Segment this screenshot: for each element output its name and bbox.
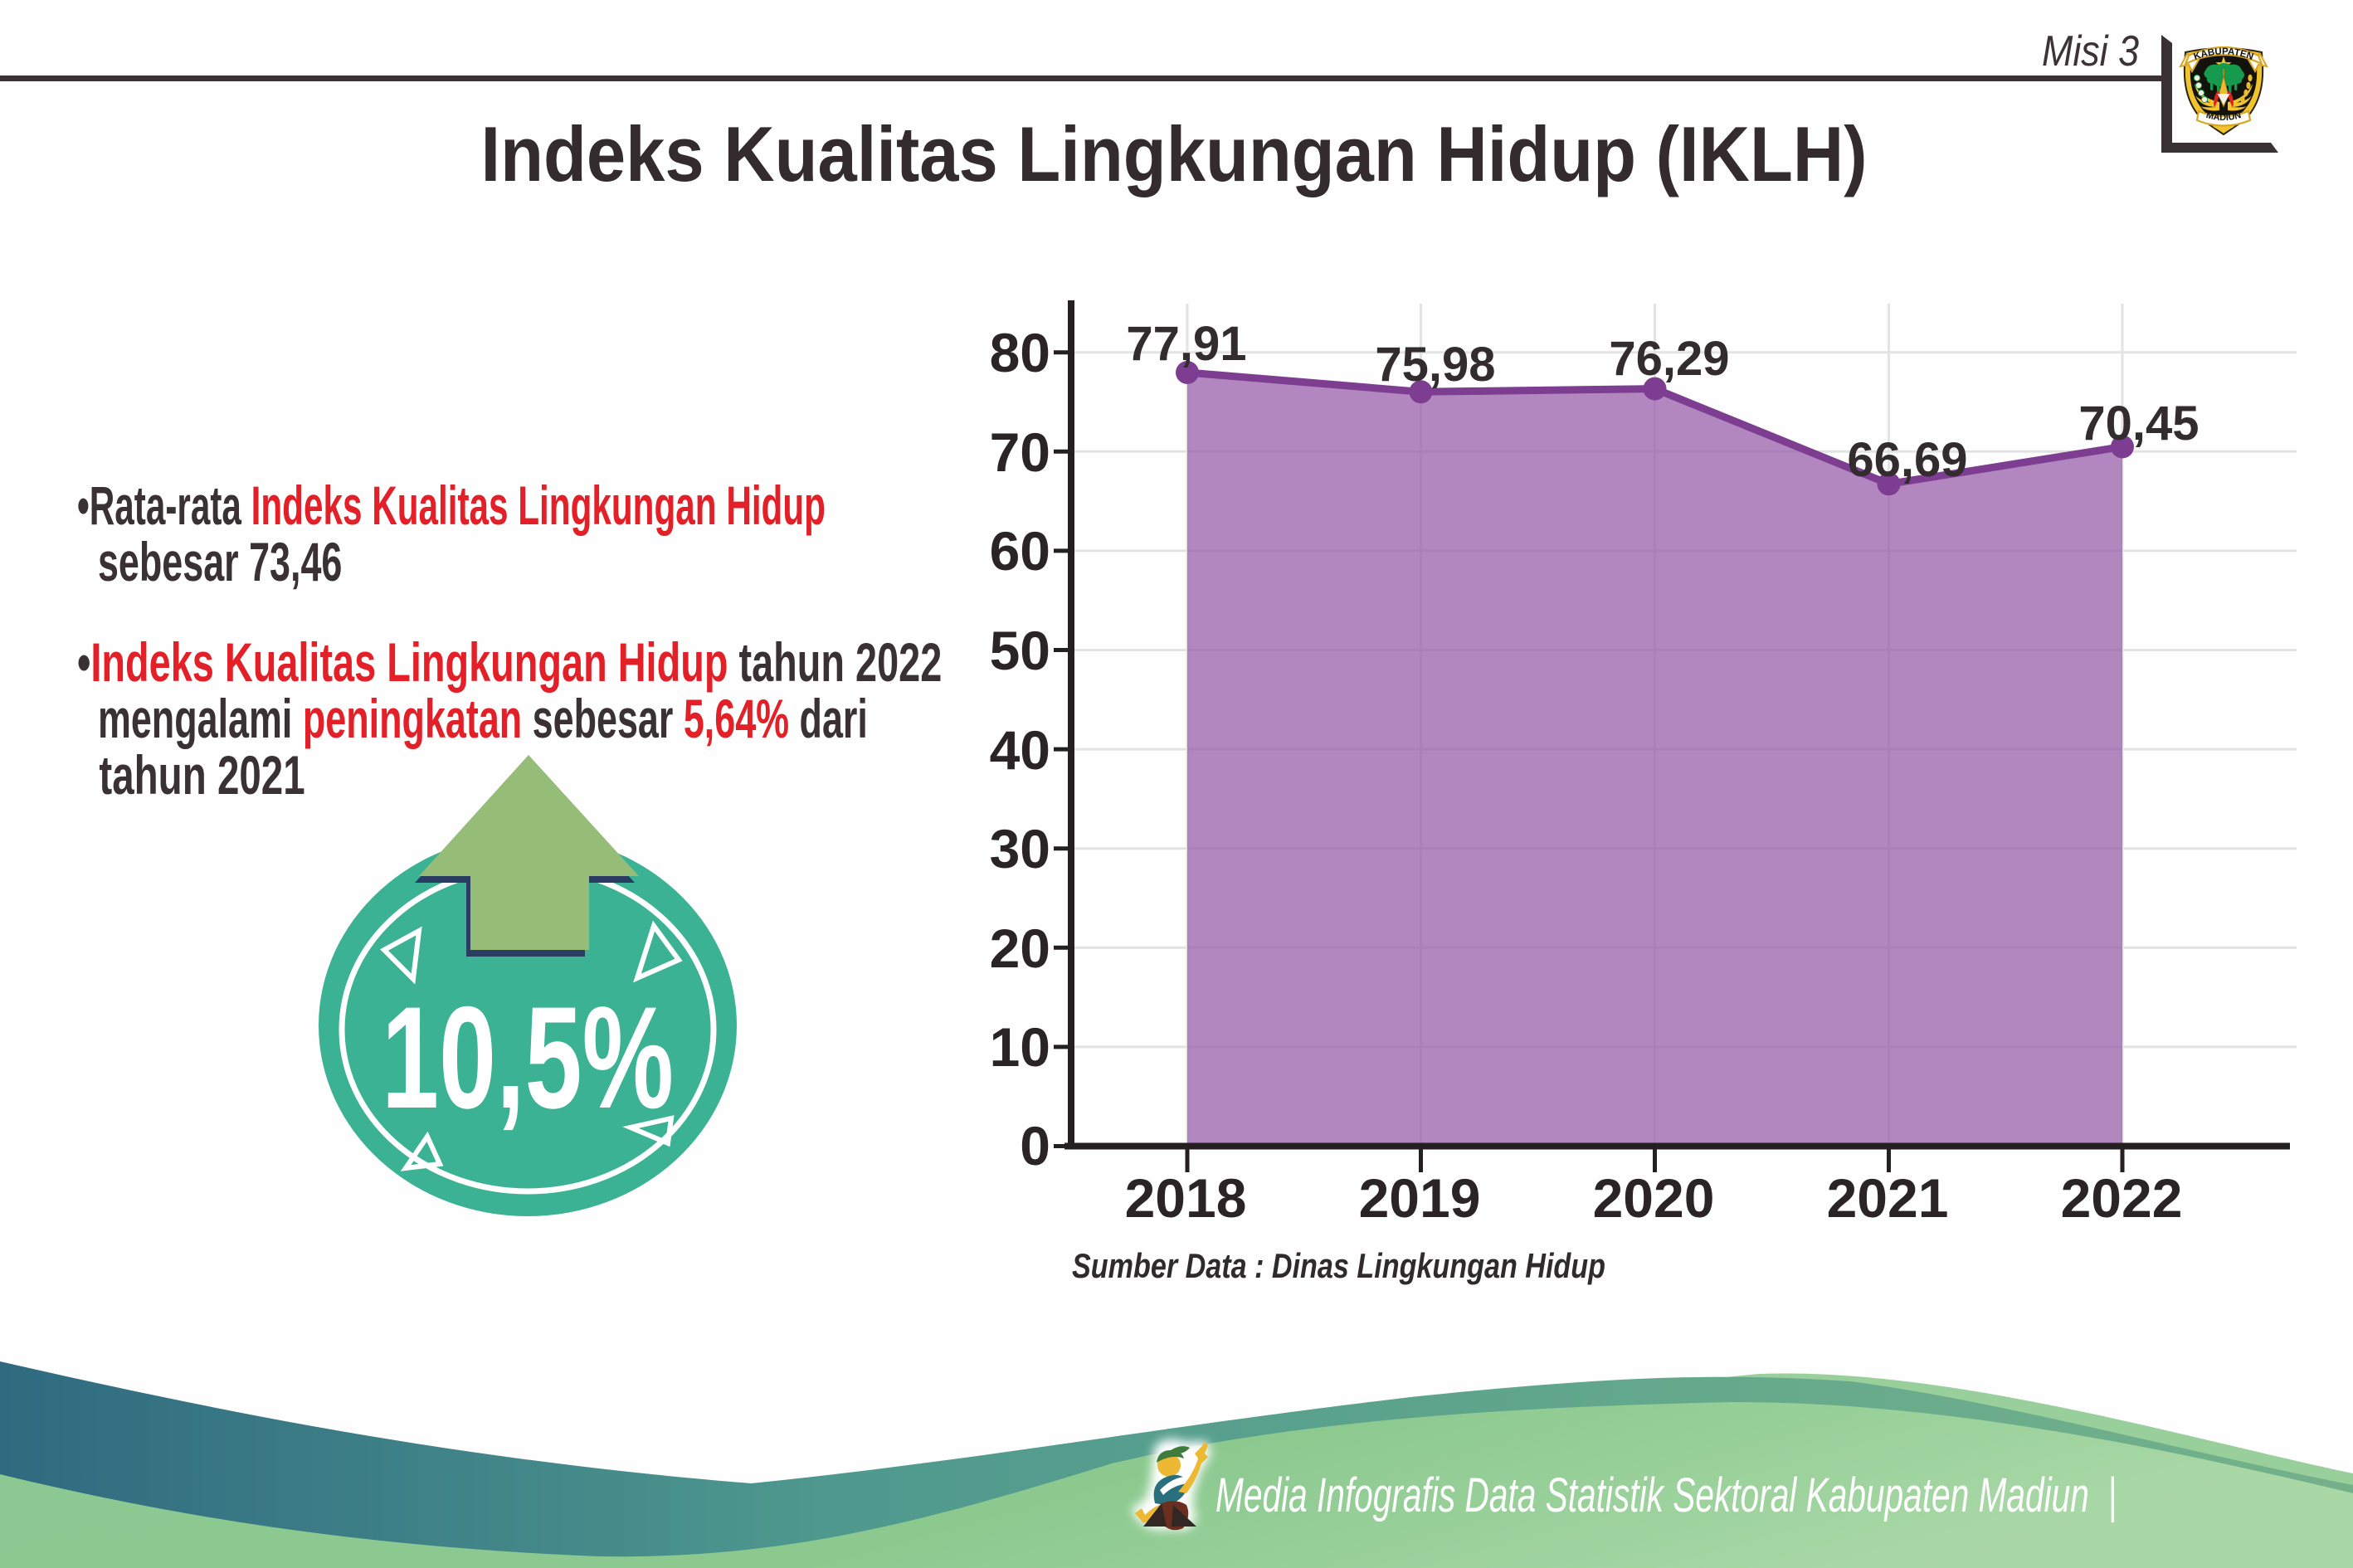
svg-text:2019: 2019 — [1359, 1167, 1481, 1229]
svg-text:10: 10 — [990, 1016, 1050, 1078]
svg-text:Indeks Kualitas Lingkungan Hid: Indeks Kualitas Lingkungan Hidup (IKLH) — [481, 110, 1868, 197]
svg-text:50: 50 — [990, 620, 1050, 681]
svg-text:Misi 3: Misi 3 — [2042, 27, 2139, 75]
svg-text:2022: 2022 — [2061, 1167, 2183, 1229]
svg-text:66,69: 66,69 — [1847, 433, 1967, 487]
svg-text:70,45: 70,45 — [2078, 397, 2199, 450]
svg-text:30: 30 — [990, 818, 1050, 879]
svg-text:10,5%: 10,5% — [382, 977, 674, 1139]
svg-text:76,29: 76,29 — [1609, 332, 1729, 386]
svg-text:Sumber Data : Dinas Lingkungan: Sumber Data : Dinas Lingkungan Hidup — [1072, 1246, 1605, 1285]
svg-text:2020: 2020 — [1593, 1167, 1715, 1229]
svg-text:Media Infografis Data Statisti: Media Infografis Data Statistik Sektoral… — [1215, 1468, 2117, 1522]
svg-text:75,98: 75,98 — [1375, 338, 1495, 392]
svg-text:0: 0 — [1020, 1115, 1050, 1176]
svg-text:60: 60 — [990, 520, 1050, 582]
svg-text:KABUPATEN: KABUPATEN — [2193, 46, 2255, 62]
svg-text:40: 40 — [990, 719, 1050, 781]
svg-text:20: 20 — [990, 918, 1050, 979]
svg-text:MADIUN: MADIUN — [2205, 110, 2243, 123]
svg-text:70: 70 — [990, 421, 1050, 483]
svg-text:80: 80 — [990, 322, 1050, 383]
svg-text:2018: 2018 — [1125, 1167, 1247, 1229]
svg-text:77,91: 77,91 — [1126, 317, 1246, 371]
svg-text:2021: 2021 — [1827, 1167, 1949, 1229]
